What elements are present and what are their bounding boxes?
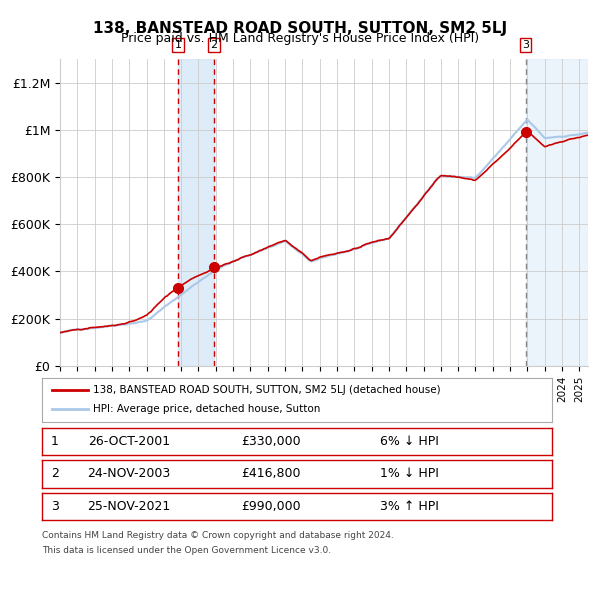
Text: 6% ↓ HPI: 6% ↓ HPI — [380, 435, 439, 448]
Text: 26-OCT-2001: 26-OCT-2001 — [88, 435, 170, 448]
Text: 2: 2 — [51, 467, 59, 480]
Text: £990,000: £990,000 — [242, 500, 301, 513]
Text: 138, BANSTEAD ROAD SOUTH, SUTTON, SM2 5LJ (detached house): 138, BANSTEAD ROAD SOUTH, SUTTON, SM2 5L… — [93, 385, 440, 395]
Text: This data is licensed under the Open Government Licence v3.0.: This data is licensed under the Open Gov… — [42, 546, 331, 555]
Text: 3% ↑ HPI: 3% ↑ HPI — [380, 500, 439, 513]
Text: HPI: Average price, detached house, Sutton: HPI: Average price, detached house, Sutt… — [93, 405, 320, 414]
Text: £330,000: £330,000 — [242, 435, 301, 448]
Text: 24-NOV-2003: 24-NOV-2003 — [87, 467, 170, 480]
Text: Contains HM Land Registry data © Crown copyright and database right 2024.: Contains HM Land Registry data © Crown c… — [42, 531, 394, 540]
Text: 3: 3 — [522, 40, 529, 50]
Text: 1% ↓ HPI: 1% ↓ HPI — [380, 467, 439, 480]
Text: 3: 3 — [51, 500, 59, 513]
Text: 1: 1 — [51, 435, 59, 448]
Text: £416,800: £416,800 — [242, 467, 301, 480]
Bar — [526, 59, 588, 366]
Bar — [178, 59, 214, 366]
Text: 25-NOV-2021: 25-NOV-2021 — [87, 500, 170, 513]
Text: Price paid vs. HM Land Registry's House Price Index (HPI): Price paid vs. HM Land Registry's House … — [121, 32, 479, 45]
Text: 2: 2 — [211, 40, 218, 50]
Text: 1: 1 — [175, 40, 181, 50]
Text: 138, BANSTEAD ROAD SOUTH, SUTTON, SM2 5LJ: 138, BANSTEAD ROAD SOUTH, SUTTON, SM2 5L… — [93, 21, 507, 35]
